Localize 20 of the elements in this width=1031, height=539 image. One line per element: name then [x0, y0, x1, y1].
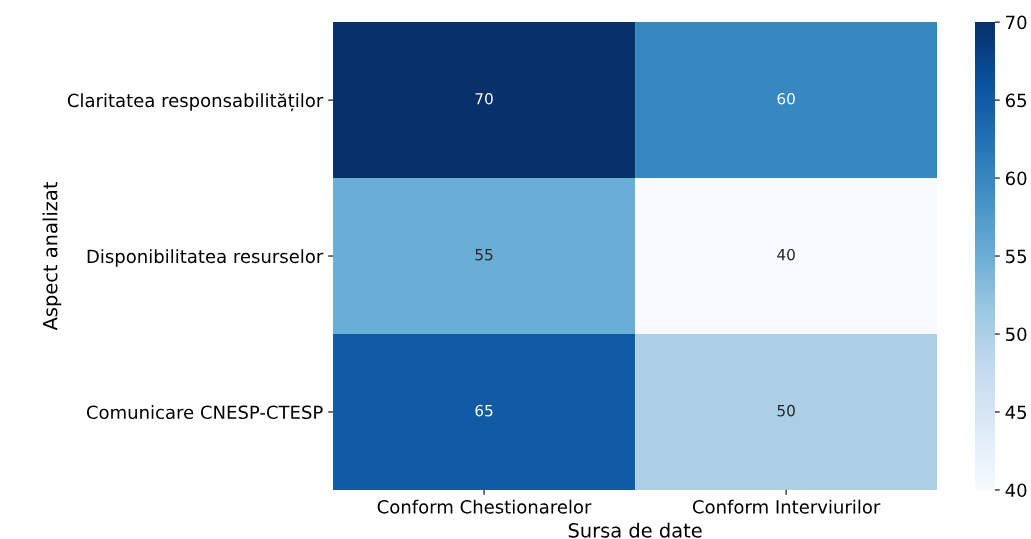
data-label: 70	[475, 92, 493, 105]
color-bar-label: 55	[1006, 249, 1027, 264]
x-tick-label: Conform Chestionarelor	[377, 499, 592, 514]
data-label: 60	[777, 92, 795, 105]
y-tick-label: Claritatea responsabilităților	[67, 93, 324, 112]
data-label: 50	[777, 404, 795, 417]
data-label: 55	[475, 249, 493, 261]
x-axis-title: Sursa de date	[568, 522, 702, 538]
color-bar-label: 65	[1005, 93, 1027, 108]
color-bar-label: 70	[1006, 15, 1027, 30]
color-bar-label: 45	[1005, 405, 1027, 420]
data-label: 40	[777, 248, 795, 261]
y-tick-label: Disponibilitatea resurselor	[87, 249, 324, 267]
x-tick-label: Conform Interviurilor	[692, 499, 881, 514]
data-label: 65	[475, 404, 493, 417]
color-bar-label: 40	[1005, 483, 1027, 498]
y-tick-label: Comunicare CNESP-CTESP	[86, 405, 323, 420]
y-axis-title: Aspect analizat	[42, 182, 62, 331]
color-bar-label: 60	[1005, 171, 1027, 186]
color-bar-label: 50	[1006, 327, 1027, 342]
